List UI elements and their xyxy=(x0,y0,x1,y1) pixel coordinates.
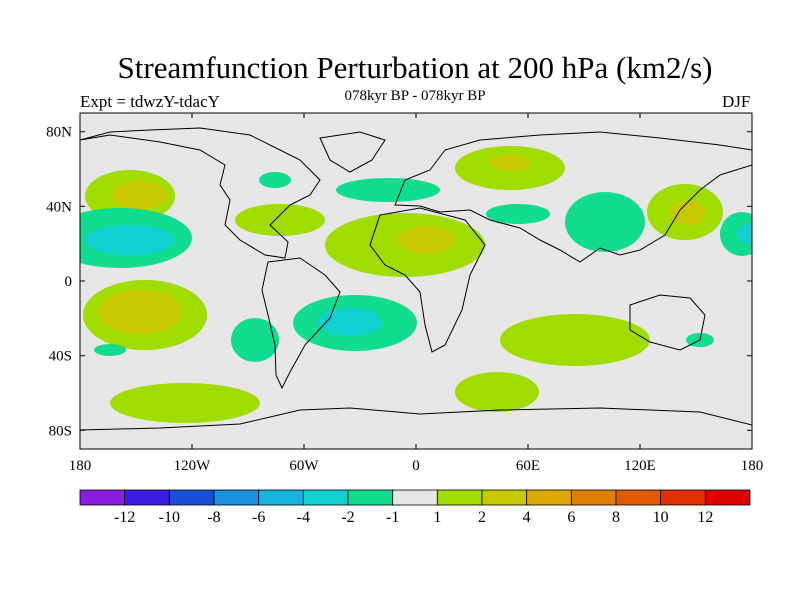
colorbar-swatch xyxy=(258,489,304,506)
africa-coast xyxy=(369,207,486,353)
lon-label-120w: 120W xyxy=(174,458,212,474)
antarctica-coast xyxy=(80,407,752,431)
colorbar-swatch xyxy=(481,489,528,506)
anomaly-south-america xyxy=(231,318,279,362)
anomaly-arctic-atlantic xyxy=(336,178,440,202)
colorbar-swatch xyxy=(168,489,215,506)
anomaly-asia xyxy=(565,192,645,252)
map-panel xyxy=(79,112,753,450)
colorbar-swatch xyxy=(704,489,751,506)
lon-label-60w: 60W xyxy=(289,458,319,474)
colorbar-tick-label: -10 xyxy=(159,509,180,526)
colorbar-swatch xyxy=(79,489,126,506)
australia-coast xyxy=(629,294,706,351)
colorbar-swatch xyxy=(302,489,349,506)
anomaly-east-pacific xyxy=(720,212,752,256)
anomaly-sahara-core xyxy=(398,226,454,254)
anomaly-south-indian xyxy=(500,314,650,366)
lat-label-40s: 40S xyxy=(49,349,72,365)
anomaly-central-pacific-core xyxy=(85,225,175,255)
longitude-axis xyxy=(191,113,641,449)
anomaly-southern-ocean-east xyxy=(455,372,539,412)
colorbar-labels: -12 -10 -8 -6 -4 -2 -1 1 2 4 6 8 10 12 xyxy=(114,509,713,526)
anomaly-tropical-atlantic-core xyxy=(318,308,382,336)
colorbar-tick-label: -8 xyxy=(207,509,220,526)
anomaly-north-pacific-core xyxy=(112,181,168,209)
colorbar-tick-label: 12 xyxy=(697,509,713,526)
anomaly-middle-east xyxy=(486,204,550,224)
greenland-coast xyxy=(319,131,386,173)
anomaly-siberia-core xyxy=(490,155,530,171)
anomaly-north-atlantic xyxy=(235,204,325,236)
lon-label-120e: 120E xyxy=(624,458,656,474)
colorbar-swatch xyxy=(570,489,617,506)
colorbar-swatch xyxy=(124,489,170,506)
south-america-coast xyxy=(261,257,341,390)
colorbar-tick-label: 6 xyxy=(567,509,575,526)
colorbar-swatch xyxy=(526,489,572,506)
colorbar-tick-label: -1 xyxy=(386,509,399,526)
experiment-label: Expt = tdwzY-tdacY xyxy=(80,92,220,111)
colorbar-swatch xyxy=(660,489,706,506)
period-label: 078kyr BP - 078kyr BP xyxy=(344,88,486,104)
colorbar-tick-label: -2 xyxy=(341,509,354,526)
colorbar-tick-label: 2 xyxy=(478,509,486,526)
colorbar-swatch xyxy=(213,489,260,506)
colorbar-tick-label: 4 xyxy=(523,509,531,526)
colorbar-tick-label: -4 xyxy=(297,509,310,526)
map-title: Streamfunction Perturbation at 200 hPa (… xyxy=(117,50,713,85)
contour-fills xyxy=(80,146,752,423)
anomaly-south-pacific-small xyxy=(94,344,126,356)
north-america-coast xyxy=(80,127,321,259)
coastlines xyxy=(80,127,752,431)
anomaly-east-pacific-core xyxy=(738,224,752,244)
anomaly-south-pacific-core xyxy=(98,290,182,334)
lon-label-180e: 180 xyxy=(741,458,764,474)
colorbar-swatch xyxy=(615,489,662,506)
colorbar-tick-label: -6 xyxy=(252,509,265,526)
anomaly-hudson xyxy=(259,172,291,188)
lon-label-180w: 180 xyxy=(69,458,92,474)
anomaly-japan-core xyxy=(670,201,706,225)
colorbar-tick-label: 10 xyxy=(653,509,669,526)
lon-label-60e: 60E xyxy=(516,458,540,474)
eurasia-coast xyxy=(394,131,752,263)
lon-label-0: 0 xyxy=(412,458,420,474)
latitude-axis xyxy=(80,131,752,431)
colorbar-tick-label: 1 xyxy=(433,509,441,526)
season-label: DJF xyxy=(722,92,751,111)
colorbar-swatch xyxy=(436,489,483,506)
lat-label-80n: 80N xyxy=(46,125,72,141)
colorbar-swatch xyxy=(347,489,394,506)
anomaly-southern-ocean-west xyxy=(110,383,260,423)
colorbar-tick-label: -12 xyxy=(114,509,135,526)
lat-label-80s: 80S xyxy=(49,423,72,439)
lat-label-40n: 40N xyxy=(46,199,72,215)
colorbar-tick-label: 8 xyxy=(612,509,620,526)
lat-label-equator: 0 xyxy=(65,274,73,290)
colorbar-swatch xyxy=(392,489,438,506)
colorbar xyxy=(79,489,751,506)
